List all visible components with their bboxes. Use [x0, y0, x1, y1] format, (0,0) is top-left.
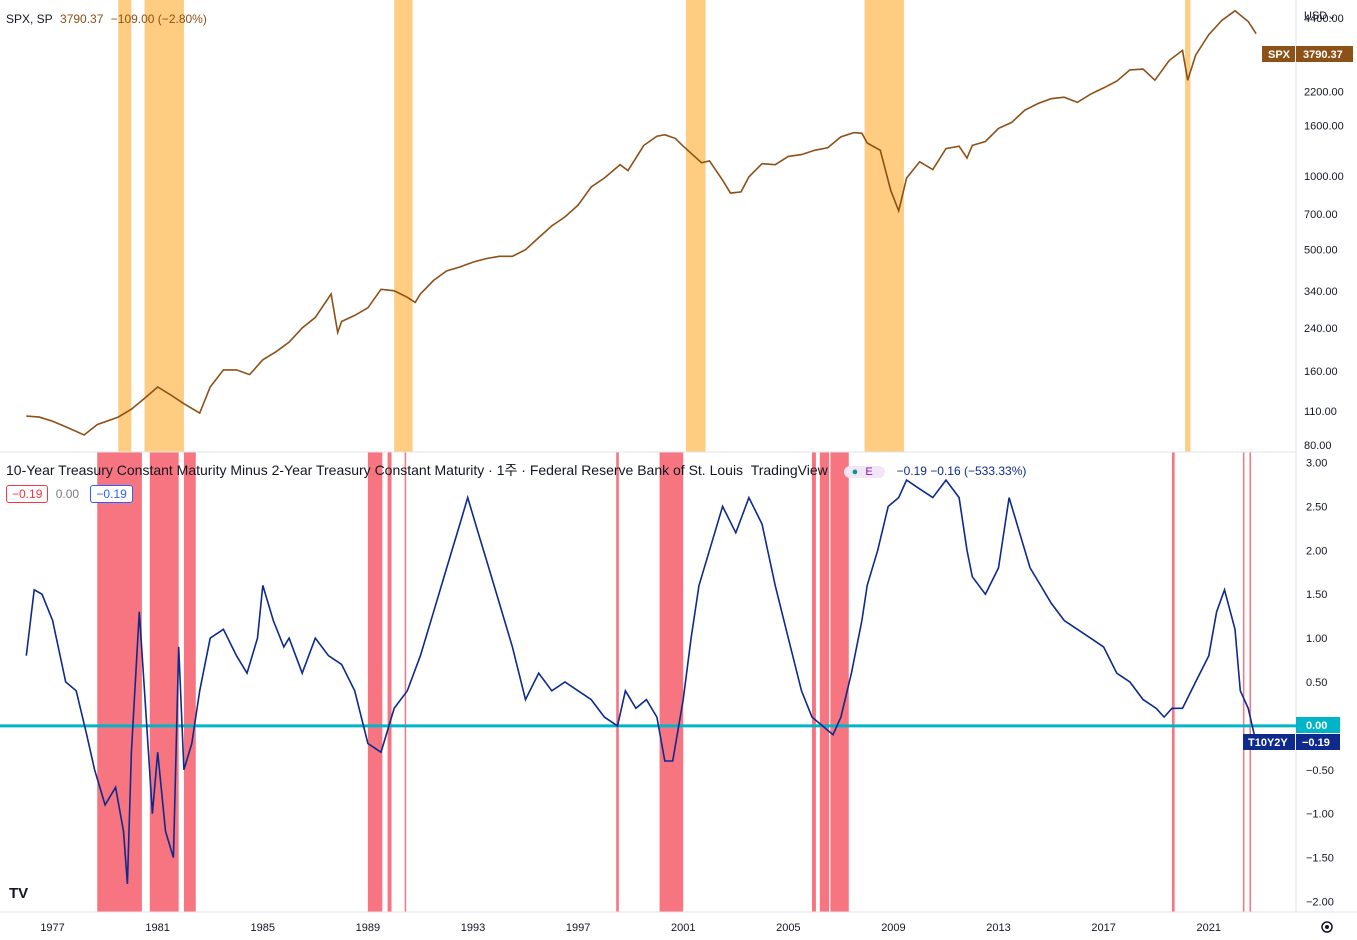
xtick-label: 1985 [251, 922, 275, 934]
spx-ytick-label: 110.00 [1304, 406, 1337, 418]
xtick-label: 1997 [566, 922, 590, 934]
spx-ytick-label: 500.00 [1304, 245, 1338, 257]
value-box-red: −0.19 [6, 485, 49, 503]
spx-ytick-label: 2200.00 [1304, 87, 1344, 99]
spx-tag-label: SPX [1268, 49, 1291, 61]
e-badge-label: E [865, 466, 873, 478]
yield-ytick-label: 2.00 [1306, 545, 1327, 557]
inversion-band [1171, 452, 1175, 912]
t10y2y-title[interactable]: 10-Year Treasury Constant Maturity Minus… [6, 462, 744, 478]
xtick-label: 2021 [1197, 922, 1221, 934]
spx-ytick-label: 1000.00 [1304, 171, 1344, 183]
spx-last: 3790.37 [60, 12, 104, 26]
xtick-label: 1981 [145, 922, 169, 934]
inversion-band [387, 452, 392, 912]
inversion-band [811, 452, 816, 912]
xtick-label: 1977 [40, 922, 64, 934]
recession-band [685, 0, 706, 452]
spx-ytick-label: 1600.00 [1304, 121, 1344, 133]
recession-band [144, 0, 184, 452]
recession-band [394, 0, 413, 452]
inversion-band [659, 452, 684, 912]
t10y2y-tag-value: −0.19 [1302, 737, 1330, 749]
spx-price-axis[interactable]: 4400.003200.002200.001600.001000.00700.0… [1304, 13, 1344, 452]
t10y2y-stats: −0.19 −0.16 (−533.33%) [896, 464, 1027, 478]
inversion-band [404, 452, 407, 912]
xtick-label: 2001 [671, 922, 695, 934]
spx-ytick-label: 4400.00 [1304, 13, 1344, 25]
yield-ytick-label: 1.00 [1306, 633, 1327, 645]
xtick-label: 2013 [986, 922, 1010, 934]
inversion-band [97, 452, 142, 912]
tradingview-logo-icon[interactable]: TV [6, 878, 36, 904]
spx-ytick-label: 80.00 [1304, 440, 1332, 452]
currency-dropdown-icon[interactable]: ⌄ [1327, 10, 1336, 22]
spx-legend[interactable]: SPX, SP 3790.37 −109.00 (−2.80%) [6, 12, 211, 26]
spx-ytick-label: 240.00 [1304, 323, 1338, 335]
spx-ytick-label: 160.00 [1304, 366, 1338, 378]
t10y2y-price-axis[interactable]: 3.00 2.50 2.00 1.50 1.00 0.50 0.00 −0.50 −1.00 −1… [1306, 458, 1334, 909]
e-badge[interactable]: ● E [843, 466, 885, 478]
value-box-gray: 0.00 [55, 487, 80, 501]
spx-symbol[interactable]: SPX, SP [6, 12, 53, 26]
spx-last-price-tag: SPX 3790.37 [1262, 46, 1353, 62]
t10y2y-tag-label: T10Y2Y [1248, 737, 1288, 749]
recession-band [1185, 0, 1191, 452]
tradingview-brand: TradingView [750, 462, 828, 478]
inversion-band [819, 452, 830, 912]
time-axis[interactable]: 1977 1981 1985 1989 1993 1997 2001 2005 2009 2013… [40, 922, 1221, 934]
zero-tag-value: 0.00 [1306, 720, 1327, 732]
spx-ytick-label: 700.00 [1304, 209, 1338, 221]
recession-band [864, 0, 904, 452]
yield-ytick-label: 2.50 [1306, 501, 1327, 513]
inversion-band [830, 452, 849, 912]
value-box-blue: −0.19 [90, 485, 133, 503]
brand-mark: TV [9, 885, 28, 902]
spx-ytick-label: 340.00 [1304, 286, 1338, 298]
xtick-label: 2017 [1091, 922, 1115, 934]
status-dot-icon: ● [851, 466, 859, 478]
settings-gear-icon[interactable] [1321, 921, 1333, 933]
inversion-band [183, 452, 196, 912]
xtick-label: 2009 [881, 922, 905, 934]
spx-tag-value: 3790.37 [1303, 49, 1343, 61]
inversion-band [1249, 452, 1251, 912]
recession-band [118, 0, 132, 452]
yield-ytick-label: 1.50 [1306, 589, 1327, 601]
yield-ytick-label: −1.50 [1306, 853, 1334, 865]
xtick-label: 1993 [461, 922, 485, 934]
yield-ytick-label: 0.50 [1306, 677, 1327, 689]
yield-ytick-label: −2.00 [1306, 896, 1334, 908]
inversion-band [1242, 452, 1245, 912]
yield-ytick-label: −1.00 [1306, 809, 1334, 821]
spx-recession-bands [118, 0, 1191, 452]
yield-ytick-label: 3.00 [1306, 458, 1327, 470]
t10y2y-value-boxes: −0.19 0.00 −0.19 [6, 485, 137, 503]
currency-label[interactable]: USD [1304, 10, 1327, 22]
zero-line-tag: 0.00 [1296, 717, 1340, 733]
t10y2y-inversion-bands [97, 452, 1251, 912]
yield-ytick-label: −0.50 [1306, 765, 1334, 777]
t10y2y-last-value-tag: T10Y2Y −0.19 [1243, 734, 1340, 750]
t10y2y-legend[interactable]: 10-Year Treasury Constant Maturity Minus… [6, 460, 1030, 480]
spx-price-line [26, 9, 1257, 436]
inversion-band [367, 452, 383, 912]
spx-change: −109.00 (−2.80%) [110, 12, 207, 26]
inversion-band [616, 452, 619, 912]
xtick-label: 2005 [776, 922, 800, 934]
xtick-label: 1989 [356, 922, 380, 934]
t10y2y-line [25, 478, 1257, 884]
